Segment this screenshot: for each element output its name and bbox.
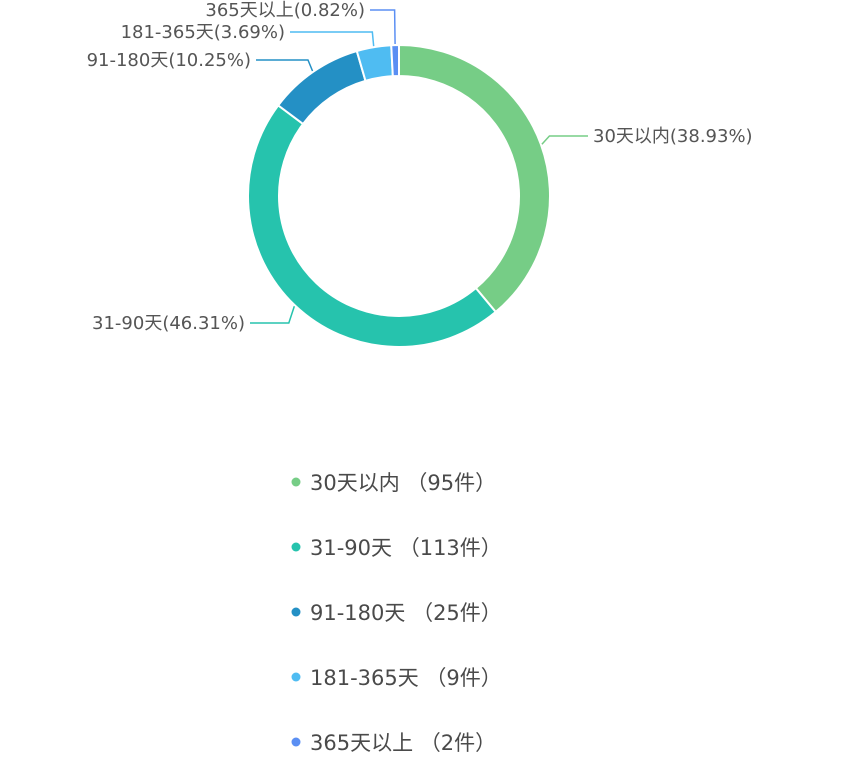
legend-series-count: （9件） bbox=[419, 666, 502, 690]
legend-label: 365天以上 （2件） bbox=[310, 731, 496, 755]
legend-item[interactable]: 365天以上 （2件） bbox=[291, 731, 497, 755]
legend-series-name: 30天以内 bbox=[310, 471, 400, 495]
legend-series-name: 91-180天 bbox=[310, 601, 405, 625]
legend-marker-icon bbox=[291, 477, 301, 487]
slice-label: 181-365天(3.69%) bbox=[121, 22, 285, 43]
legend-item[interactable]: 91-180天 （25件） bbox=[291, 601, 502, 625]
legend-series-count: （113件） bbox=[392, 536, 502, 560]
slice-label: 365天以上(0.82%) bbox=[205, 0, 365, 21]
donut-slice[interactable] bbox=[247, 103, 498, 348]
legend-marker-icon bbox=[291, 737, 301, 747]
slice-label: 31-90天(46.31%) bbox=[92, 313, 245, 334]
legend-label: 91-180天 （25件） bbox=[310, 601, 502, 625]
legend-series-name: 31-90天 bbox=[310, 536, 392, 560]
slice-label: 91-180天(10.25%) bbox=[87, 50, 251, 71]
chart-slice-labels: 30天以内(38.93%) 31-90天(46.31%) 91-180天(10.25… bbox=[87, 0, 753, 334]
slice-leader-line bbox=[290, 31, 375, 47]
legend-label: 181-365天 （9件） bbox=[310, 666, 502, 690]
slice-leader-line bbox=[256, 59, 314, 72]
legend-series-name: 181-365天 bbox=[310, 666, 419, 690]
donut-slice[interactable] bbox=[390, 43, 400, 78]
chart-legend: 30天以内 （95件） 31-90天 （113件） 91-180天 （25件） 181… bbox=[291, 471, 502, 755]
slice-leader-line bbox=[541, 135, 588, 145]
donut-slice[interactable] bbox=[398, 43, 551, 314]
legend-item[interactable]: 30天以内 （95件） bbox=[291, 471, 497, 495]
legend-marker-icon bbox=[291, 607, 301, 617]
chart-slices bbox=[247, 43, 551, 348]
legend-series-name: 365天以上 bbox=[310, 731, 413, 755]
legend-series-count: （25件） bbox=[405, 601, 501, 625]
chart-leader-lines bbox=[250, 9, 588, 324]
legend-marker-icon bbox=[291, 542, 301, 552]
donut-slice[interactable] bbox=[276, 49, 367, 126]
legend-item[interactable]: 31-90天 （113件） bbox=[291, 536, 502, 560]
slice-label: 30天以内(38.93%) bbox=[593, 126, 753, 147]
legend-marker-icon bbox=[291, 672, 301, 682]
legend-item[interactable]: 181-365天 （9件） bbox=[291, 666, 502, 690]
legend-label: 30天以内 （95件） bbox=[310, 471, 496, 495]
legend-label: 31-90天 （113件） bbox=[310, 536, 502, 560]
legend-series-count: （95件） bbox=[400, 471, 496, 495]
slice-leader-line bbox=[250, 305, 296, 324]
slice-leader-line bbox=[370, 9, 396, 45]
legend-series-count: （2件） bbox=[413, 731, 496, 755]
